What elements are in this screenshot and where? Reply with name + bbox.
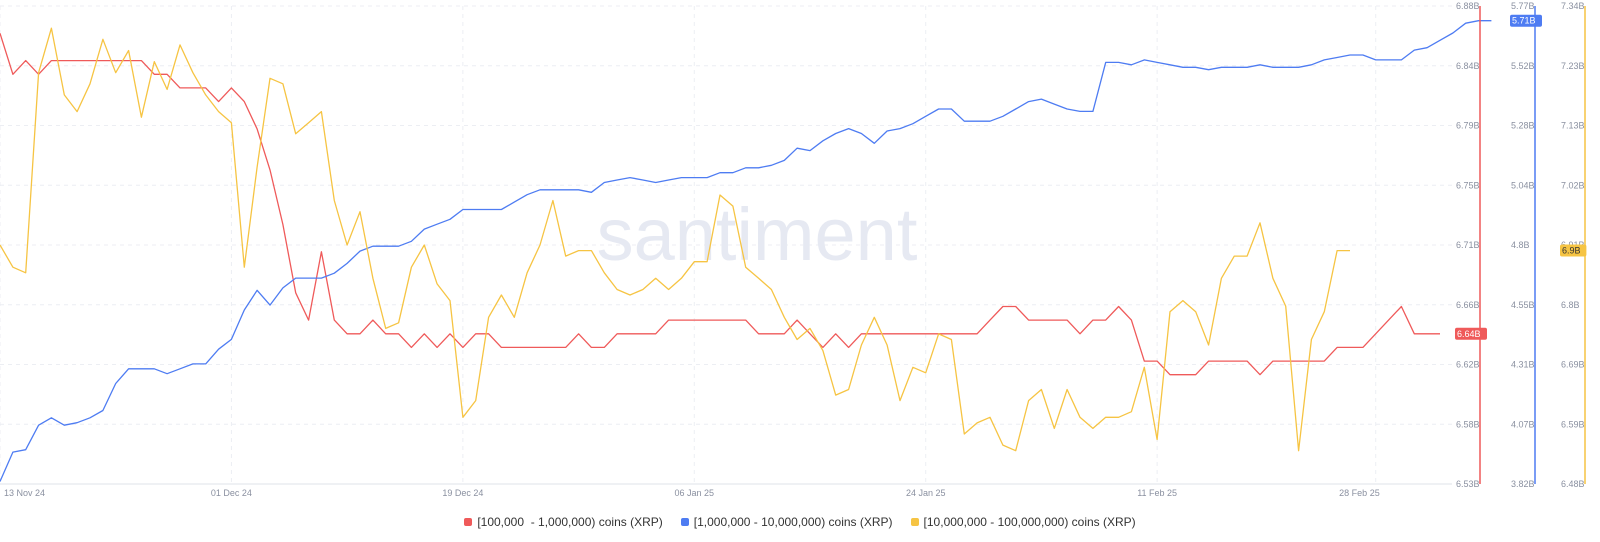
x-tick-label: 06 Jan 25 [675,488,715,498]
legend-swatch [680,518,689,526]
x-tick-label: 24 Jan 25 [906,488,946,498]
x-tick-label: 19 Dec 24 [442,488,483,498]
y-tick-label: 6.88B [1456,1,1480,11]
last-value-badge-bg [1510,14,1542,27]
y-tick-label: 6.71B [1456,240,1480,250]
legend-item[interactable]: [10,000,000 - 100,000,000) coins (XRP) [910,515,1136,529]
last-value-text: 5.71B [1512,16,1536,26]
last-value-text: 6.9B [1562,246,1581,256]
y-tick-label: 6.79B [1456,121,1480,131]
legend-swatch [910,518,919,526]
y-tick-label: 5.28B [1511,121,1535,131]
y-tick-label: 4.55B [1511,300,1535,310]
series-line [0,33,1440,376]
y-tick-label: 6.48B [1561,479,1585,489]
y-tick-label: 6.84B [1456,61,1480,71]
last-value-text: 6.64B [1457,329,1481,339]
y-tick-label: 6.62B [1456,360,1480,370]
y-tick-label: 6.69B [1561,360,1585,370]
last-value-badge-bg [1560,244,1587,257]
legend-item[interactable]: [100,000 - 1,000,000) coins (XRP) [464,515,663,529]
y-tick-label: 6.59B [1561,419,1585,429]
y-tick-label: 4.8B [1511,240,1530,250]
y-tick-label: 6.8B [1561,300,1580,310]
x-tick-label: 11 Feb 25 [1137,488,1177,498]
last-value-badge-bg [1455,327,1487,340]
chart-series-lines [0,20,1492,482]
y-tick-label: 7.34B [1561,1,1585,11]
legend-label: [1,000,000 - 10,000,000) coins (XRP) [693,515,893,529]
y-tick-label: 6.53B [1456,479,1480,489]
watermark: santiment [597,193,918,276]
legend-item[interactable]: [1,000,000 - 10,000,000) coins (XRP) [680,515,893,529]
y-tick-label: 6.66B [1456,300,1480,310]
y-tick-label: 7.02B [1561,180,1585,190]
x-axis-ticks: 13 Nov 24 01 Dec 24 19 Dec 24 06 Jan 25 24 J… [4,488,1380,498]
legend-label: [10,000,000 - 100,000,000) coins (XRP) [923,515,1136,529]
chart-grid [0,5,1452,485]
series-line [0,27,1350,452]
y-tick-label: 6.75B [1456,180,1480,190]
last-value-badge: 6.9B [1560,244,1587,257]
series-line [0,20,1492,482]
y-tick-label: 5.77B [1511,1,1535,11]
y-tick-label: 5.52B [1511,61,1535,71]
legend-swatch [464,518,473,526]
y-tick-label: 6.58B [1456,419,1480,429]
y-tick-label: 4.31B [1511,360,1535,370]
legend-label: [100,000 - 1,000,000) coins (XRP) [477,515,663,529]
last-value-badge: 5.71B [1510,14,1542,27]
x-tick-label: 01 Dec 24 [211,488,252,498]
y-tick-label: 4.07B [1511,419,1535,429]
x-tick-label: 13 Nov 24 [4,488,45,498]
chart-legend: [100,000 - 1,000,000) coins (XRP) [1,000,… [0,512,1600,532]
last-value-badge: 6.64B [1455,327,1487,340]
chart-axes: 6.88B 6.84B 6.79B 6.75B 6.71B 6.66B 6.62B 6.58B… [1455,1,1587,489]
x-tick-label: 28 Feb 25 [1339,488,1380,498]
y-tick-label: 5.04B [1511,180,1535,190]
y-tick-label: 7.23B [1561,61,1585,71]
y-tick-label: 7.13B [1561,121,1585,131]
y-tick-label: 3.82B [1511,479,1535,489]
